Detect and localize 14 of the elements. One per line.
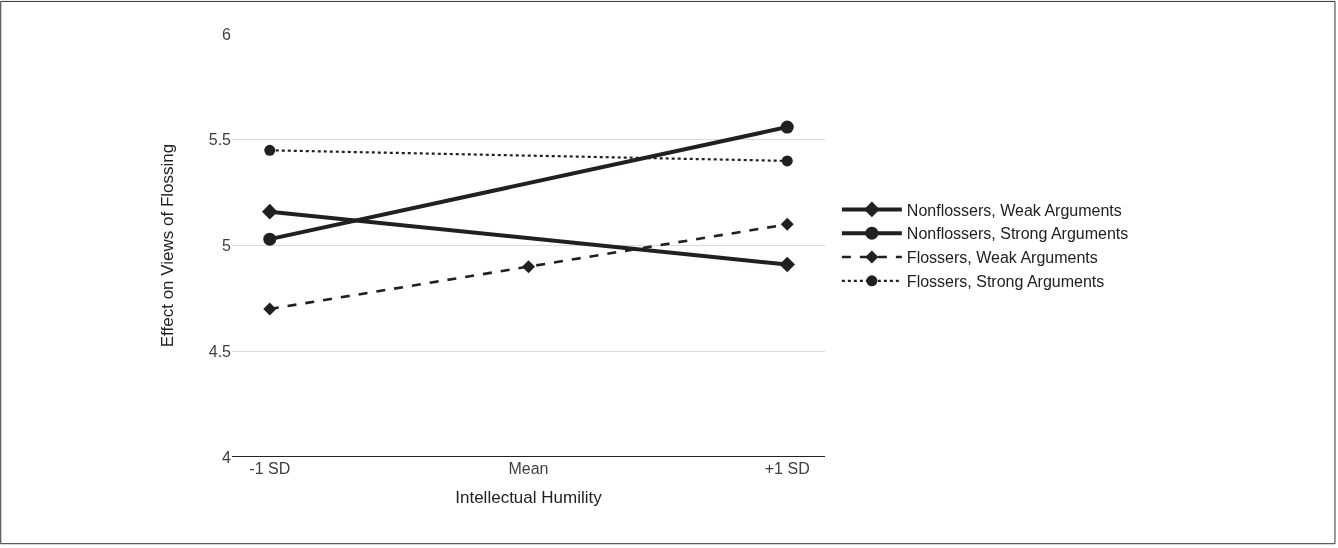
legend-label: Flossers, Weak Arguments [906,249,1098,267]
y-axis-title: Effect on Views of Flossing [158,143,178,348]
x-tick-label: Mean [508,460,549,477]
x-tick-label: +1 SD [764,460,810,477]
y-tick-label: 4.5 [208,342,232,360]
legend-label: Flossers, Strong Arguments [906,273,1105,291]
y-tick-label: 4 [222,448,232,466]
legend-label: Nonflossers, Weak Arguments [906,201,1122,219]
x-tick-label: -1 SD [249,460,291,477]
y-tick-label: 5 [222,237,232,255]
y-tick-label: 6 [222,25,232,43]
x-axis-title: Intellectual Humility [455,488,603,508]
y-tick-label: 5.5 [208,131,232,149]
legend-label: Nonflossers, Strong Arguments [906,225,1129,243]
